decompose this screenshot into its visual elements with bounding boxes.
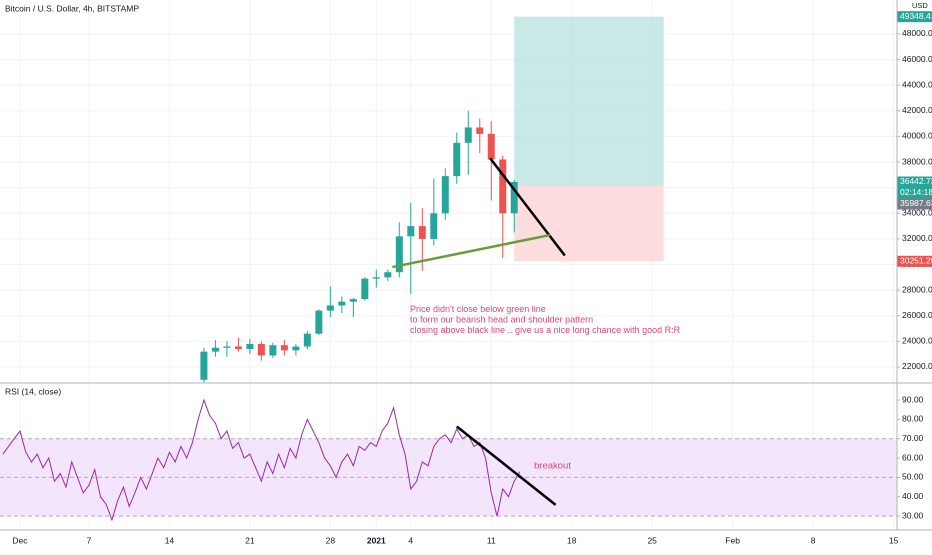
y-tick-label: 22000.00 <box>902 361 932 371</box>
candle-body <box>464 127 472 143</box>
y-tick-label: 40.00 <box>902 491 924 501</box>
y-tick-label: 70.00 <box>902 433 924 443</box>
candle-body <box>234 346 242 350</box>
y-tick-label: 28000.00 <box>902 284 932 294</box>
x-tick-label: 14 <box>165 535 175 545</box>
y-tick-label: 44000.00 <box>902 79 932 89</box>
annotation-line: closing above black line .. give us a ni… <box>410 325 681 335</box>
y-tick-label: 38000.00 <box>902 156 932 166</box>
annotation-line: to form our bearish head and shoulder pa… <box>410 315 593 325</box>
x-tick-label: Feb <box>725 535 740 545</box>
x-tick-label: 21 <box>245 535 255 545</box>
y-tick-label: 80.00 <box>902 414 924 424</box>
x-tick-label: 25 <box>647 535 657 545</box>
candle-body <box>361 278 369 300</box>
rsi-line <box>2 398 521 522</box>
chart-title: Bitcoin / U.S. Dollar, 4h, BITSTAMP <box>5 3 139 13</box>
candle-body <box>395 236 403 273</box>
candle-body <box>430 213 438 239</box>
candle-body <box>476 127 484 134</box>
x-tick-label: 28 <box>326 535 336 545</box>
candle-body <box>407 226 415 237</box>
x-tick-label: 2021 <box>367 535 386 545</box>
annotation: breakout <box>534 461 571 472</box>
candle-body <box>338 301 346 306</box>
candle-body <box>510 181 518 214</box>
y-tick-label: 50.00 <box>902 472 924 482</box>
price-tag <box>897 255 932 267</box>
y-tick-label: 42000.00 <box>902 105 932 115</box>
price-tag-label: 30251.20 <box>900 256 932 266</box>
panel-title: RSI (14, close) <box>5 386 61 396</box>
y-tick-label: 60.00 <box>902 452 924 462</box>
trend-line <box>489 157 566 257</box>
y-tick-label: 48000.00 <box>902 28 932 38</box>
price-tag <box>897 11 932 23</box>
candle-body <box>441 176 449 214</box>
y-tick-label: 46000.00 <box>902 54 932 64</box>
candle-body <box>280 345 288 351</box>
price-tag <box>897 198 932 210</box>
x-tick-label: 18 <box>567 535 577 545</box>
target-zone <box>514 16 664 186</box>
y-tick-label: 34000.00 <box>902 208 932 218</box>
x-tick-label: 7 <box>87 535 92 545</box>
candle-body <box>200 351 208 380</box>
trend-line <box>392 233 551 269</box>
y-tick-label: 90.00 <box>902 394 924 404</box>
y-tick-label: 30.00 <box>902 510 924 520</box>
candle-body <box>418 226 426 239</box>
stop-zone <box>514 185 664 262</box>
candle-body <box>453 142 461 177</box>
candle-body <box>326 305 334 311</box>
y-tick-label: 26000.00 <box>902 310 932 320</box>
price-tag-label: 49348.41 <box>900 11 932 21</box>
currency-label: USD <box>912 1 928 10</box>
countdown-label: 02:14:18 <box>900 187 932 197</box>
candle-body <box>315 310 323 334</box>
candle-body <box>269 345 277 356</box>
x-tick-label: 11 <box>487 535 496 545</box>
annotation-line: Price didn't close below green line <box>410 304 546 314</box>
price-tag-label: 36442.73 <box>900 176 932 186</box>
candle-body <box>384 272 392 278</box>
candle-body <box>372 277 380 279</box>
y-tick-label: 40000.00 <box>902 131 932 141</box>
candle-body <box>246 343 254 350</box>
x-tick-label: 15 <box>889 535 899 545</box>
price-tag <box>897 176 932 188</box>
candle-body <box>257 343 265 356</box>
countdown-tag <box>897 187 932 199</box>
trend-line <box>455 425 557 506</box>
candle-body <box>499 159 507 214</box>
candle-body <box>487 133 495 160</box>
candle-body <box>223 346 231 348</box>
candle-body <box>292 346 300 351</box>
price-tag-label: 35987.63 <box>900 198 932 208</box>
x-tick-label: 8 <box>811 535 816 545</box>
candle-body <box>211 347 219 352</box>
candle-body <box>349 299 357 302</box>
marks: Price didn't close below green line to fo… <box>2 16 681 522</box>
candle-body <box>303 333 311 347</box>
x-tick-label: 4 <box>408 535 413 545</box>
x-tick-label: Dec <box>12 535 28 545</box>
y-tick-label: 32000.00 <box>902 233 932 243</box>
y-tick-label: 24000.00 <box>902 336 932 346</box>
annotation: Price didn't close below green line to fo… <box>410 304 681 335</box>
